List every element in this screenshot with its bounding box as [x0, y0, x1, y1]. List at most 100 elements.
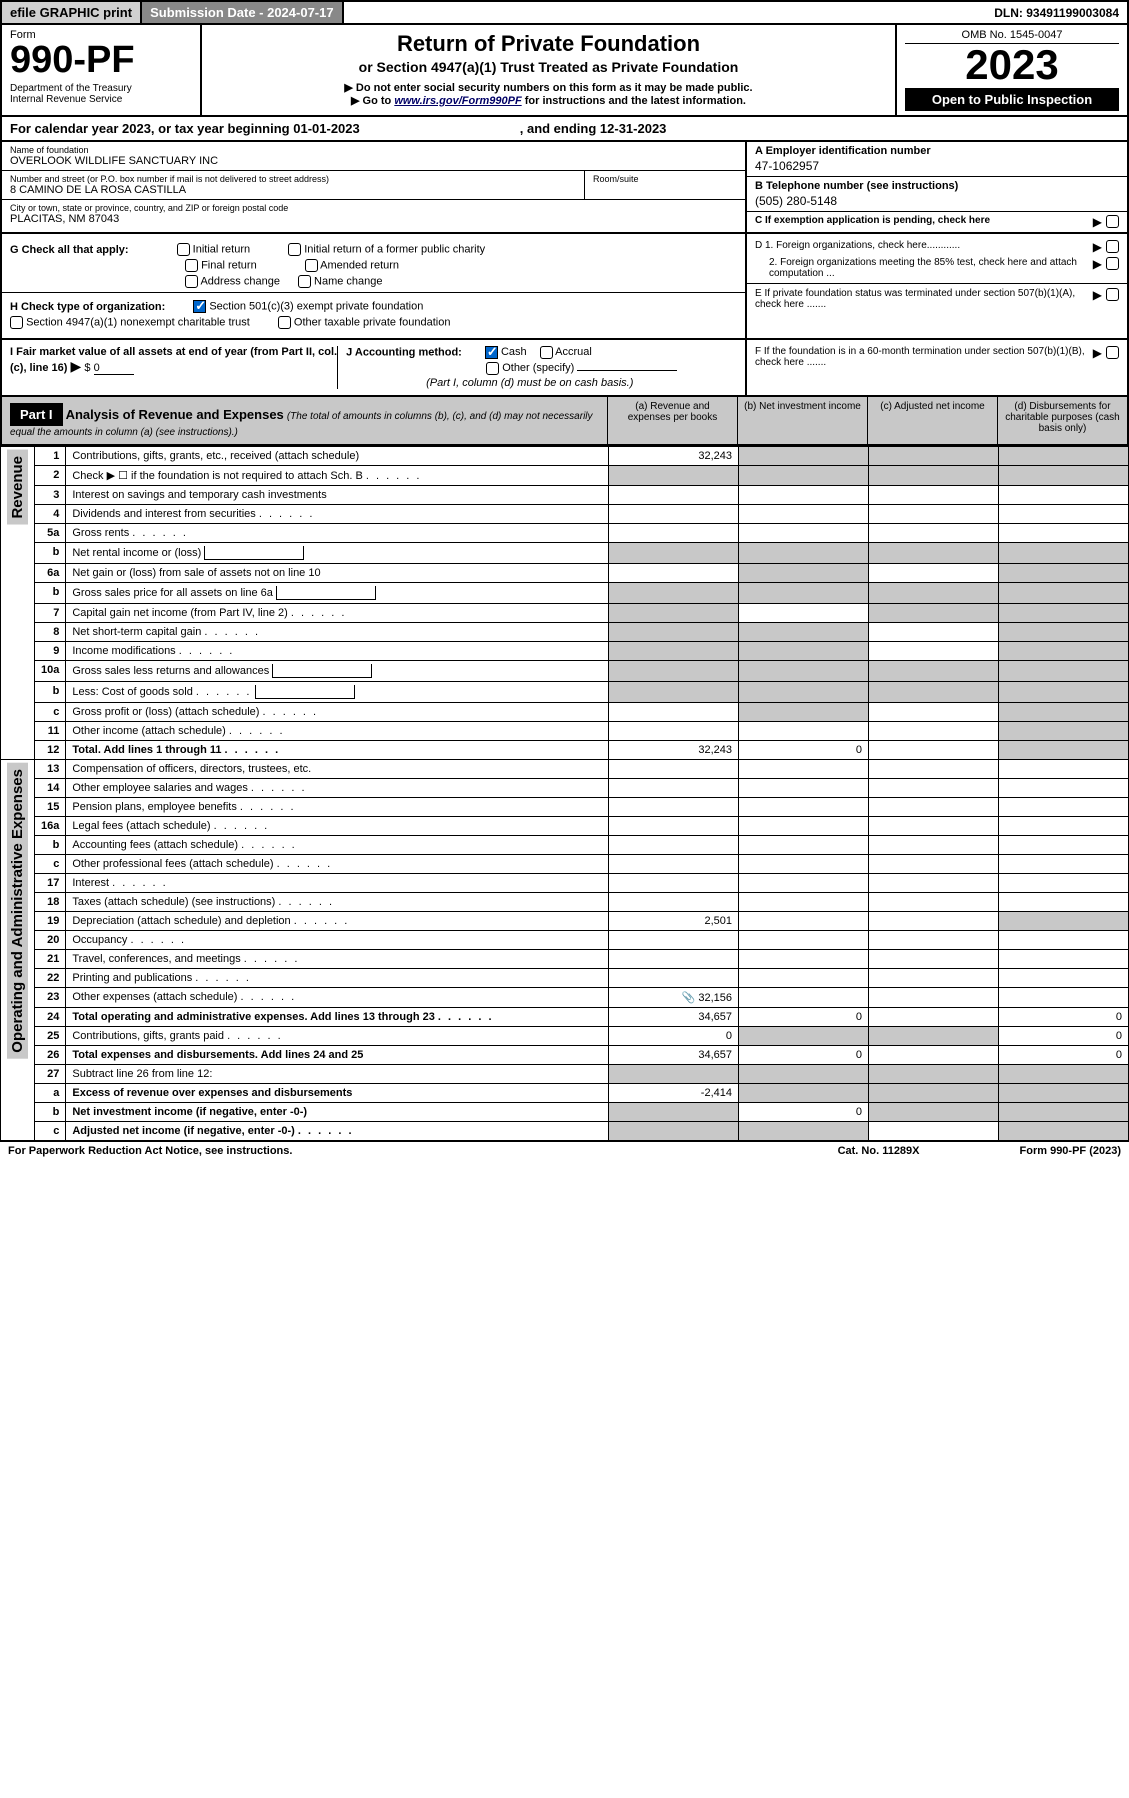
irs-link[interactable]: www.irs.gov/Form990PF	[394, 95, 521, 107]
value-cell-d	[999, 912, 1129, 931]
table-row: 3Interest on savings and temporary cash …	[1, 486, 1129, 505]
table-row: 20Occupancy . . . . . .	[1, 931, 1129, 950]
value-cell-b	[739, 931, 869, 950]
row-number: 17	[35, 874, 66, 893]
value-cell-b	[739, 604, 869, 623]
value-cell-c	[869, 623, 999, 642]
row-number: 8	[35, 623, 66, 642]
checkbox-d1[interactable]	[1106, 240, 1119, 253]
table-row: cAdjusted net income (if negative, enter…	[1, 1122, 1129, 1141]
table-row: bAccounting fees (attach schedule) . . .…	[1, 836, 1129, 855]
row-description: Adjusted net income (if negative, enter …	[66, 1122, 609, 1141]
row-number: b	[35, 836, 66, 855]
value-cell-d	[999, 817, 1129, 836]
value-cell-a	[609, 604, 739, 623]
checkbox-initial-return[interactable]	[177, 243, 190, 256]
value-cell-a	[609, 893, 739, 912]
value-cell-b	[739, 564, 869, 583]
value-cell-a	[609, 661, 739, 682]
value-cell-c	[869, 722, 999, 741]
row-description: Legal fees (attach schedule) . . . . . .	[66, 817, 609, 836]
checkbox-e[interactable]	[1106, 288, 1119, 301]
irs-label: Internal Revenue Service	[10, 94, 192, 105]
row-number: a	[35, 1084, 66, 1103]
row-description: Gross profit or (loss) (attach schedule)…	[66, 703, 609, 722]
checkbox-other-taxable[interactable]	[278, 316, 291, 329]
dln-label: DLN: 93491199003084	[986, 3, 1127, 23]
row-description: Net short-term capital gain . . . . . .	[66, 623, 609, 642]
attachment-icon[interactable]: 📎	[682, 992, 696, 1004]
checkbox-address-change[interactable]	[185, 275, 198, 288]
part1-title: Analysis of Revenue and Expenses	[66, 407, 284, 422]
checkbox-f[interactable]	[1106, 346, 1119, 359]
row-number: 5a	[35, 524, 66, 543]
value-cell-d	[999, 543, 1129, 564]
row-number: 10a	[35, 661, 66, 682]
row-description: Total. Add lines 1 through 11 . . . . . …	[66, 741, 609, 760]
checkbox-501c3[interactable]	[193, 300, 206, 313]
table-row: 9Income modifications . . . . . .	[1, 642, 1129, 661]
checkbox-final-return[interactable]	[185, 259, 198, 272]
value-cell-a	[609, 564, 739, 583]
checkbox-initial-former[interactable]	[288, 243, 301, 256]
section-g-h: G Check all that apply: Initial return I…	[0, 234, 1129, 340]
value-cell-b	[739, 855, 869, 874]
open-public-badge: Open to Public Inspection	[905, 88, 1119, 111]
value-cell-b	[739, 836, 869, 855]
value-cell-a	[609, 931, 739, 950]
table-row: 4Dividends and interest from securities …	[1, 505, 1129, 524]
table-row: 23Other expenses (attach schedule) . . .…	[1, 988, 1129, 1008]
checkbox-accrual[interactable]	[540, 346, 553, 359]
table-row: 15Pension plans, employee benefits . . .…	[1, 798, 1129, 817]
tax-year: 2023	[905, 44, 1119, 86]
col-c-header: (c) Adjusted net income	[867, 397, 997, 444]
address-value: 8 CAMINO DE LA ROSA CASTILLA	[10, 184, 576, 196]
value-cell-b	[739, 703, 869, 722]
row-number: 24	[35, 1008, 66, 1027]
row-number: c	[35, 1122, 66, 1141]
value-cell-a	[609, 779, 739, 798]
value-cell-b	[739, 874, 869, 893]
i-label: I Fair market value of all assets at end…	[10, 346, 337, 374]
value-cell-a: 0	[609, 1027, 739, 1046]
checkbox-4947[interactable]	[10, 316, 23, 329]
arrow-icon: ▶	[1093, 288, 1102, 302]
row-number: 4	[35, 505, 66, 524]
efile-print-button[interactable]: efile GRAPHIC print	[2, 2, 142, 23]
value-cell-c	[869, 779, 999, 798]
j-label: J Accounting method:	[346, 346, 462, 358]
value-cell-b	[739, 642, 869, 661]
revenue-expense-table: Revenue1Contributions, gifts, grants, et…	[0, 446, 1129, 1141]
value-cell-a	[609, 760, 739, 779]
city-label: City or town, state or province, country…	[10, 203, 737, 213]
value-cell-c	[869, 642, 999, 661]
checkbox-c[interactable]	[1106, 215, 1119, 228]
checkbox-other-method[interactable]	[486, 362, 499, 375]
table-row: 10aGross sales less returns and allowanc…	[1, 661, 1129, 682]
value-cell-b: 0	[739, 1046, 869, 1065]
row-number: c	[35, 703, 66, 722]
value-cell-a	[609, 486, 739, 505]
table-row: bNet rental income or (loss)	[1, 543, 1129, 564]
phone-value: (505) 280-5148	[755, 194, 1119, 208]
checkbox-amended[interactable]	[305, 259, 318, 272]
value-cell-a	[609, 836, 739, 855]
value-cell-b	[739, 466, 869, 486]
value-cell-c	[869, 543, 999, 564]
checkbox-name-change[interactable]	[298, 275, 311, 288]
row-number: 26	[35, 1046, 66, 1065]
footer-row: For Paperwork Reduction Act Notice, see …	[0, 1141, 1129, 1160]
checkbox-cash[interactable]	[485, 346, 498, 359]
row-number: c	[35, 855, 66, 874]
row-description: Net rental income or (loss)	[66, 543, 609, 564]
row-description: Other employee salaries and wages . . . …	[66, 779, 609, 798]
table-row: aExcess of revenue over expenses and dis…	[1, 1084, 1129, 1103]
value-cell-d	[999, 703, 1129, 722]
value-cell-d	[999, 1122, 1129, 1141]
value-cell-d	[999, 682, 1129, 703]
value-cell-a	[609, 817, 739, 836]
checkbox-d2[interactable]	[1106, 257, 1119, 270]
ein-value: 47-1062957	[755, 159, 1119, 173]
value-cell-d: 0	[999, 1027, 1129, 1046]
side-label: Revenue	[7, 450, 28, 525]
